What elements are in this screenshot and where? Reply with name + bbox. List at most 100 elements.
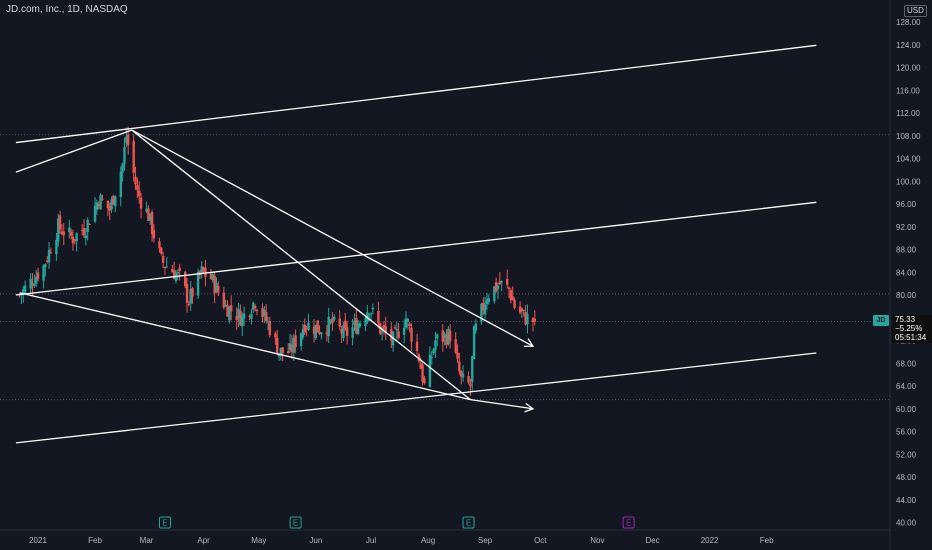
candle — [160, 246, 163, 256]
earnings-icon: E — [158, 516, 171, 529]
candle — [178, 263, 181, 281]
time-tick-label: Feb — [760, 536, 774, 545]
candle — [46, 255, 49, 264]
candle — [49, 247, 53, 255]
candle — [384, 316, 387, 341]
candle — [33, 274, 36, 289]
candle — [149, 213, 152, 225]
candle — [69, 228, 73, 240]
candle — [299, 332, 303, 351]
candle — [474, 319, 478, 334]
candle — [44, 263, 47, 277]
candle — [145, 201, 148, 214]
candle — [176, 269, 180, 280]
candle — [47, 241, 51, 269]
candle — [493, 286, 496, 304]
candle — [31, 273, 34, 296]
candle — [235, 307, 238, 331]
candle — [185, 278, 189, 313]
candle — [436, 333, 439, 347]
candle — [307, 313, 310, 331]
candle — [342, 321, 345, 342]
trendline — [131, 129, 471, 401]
price-tick-label: 56.00 — [896, 428, 917, 437]
price-change: −5.25% — [895, 324, 923, 333]
candle — [86, 217, 89, 241]
candle — [237, 303, 240, 328]
candle — [472, 324, 476, 360]
candle — [288, 333, 292, 353]
candle — [340, 325, 343, 344]
trendlines[interactable] — [15, 44, 817, 444]
candle — [112, 194, 115, 206]
candle — [327, 307, 330, 344]
svg-text:E: E — [162, 519, 167, 528]
candle — [441, 323, 444, 352]
candle — [390, 321, 393, 348]
candles — [18, 126, 536, 396]
candle — [445, 329, 448, 349]
candle — [314, 324, 318, 341]
candle — [97, 201, 100, 210]
candle — [430, 351, 433, 365]
candle — [369, 312, 373, 321]
trendline — [15, 129, 133, 173]
price-tick-label: 112.00 — [896, 109, 920, 118]
candle — [263, 306, 266, 324]
trendline — [15, 352, 817, 444]
candle — [487, 294, 490, 305]
candle — [101, 194, 104, 201]
trendline-arrow — [470, 399, 535, 413]
candle — [119, 166, 122, 207]
candle — [482, 297, 485, 316]
candle — [364, 315, 367, 332]
price-tick-label: 68.00 — [896, 359, 917, 368]
trendline-arrow — [131, 129, 535, 347]
currency-button[interactable]: USD — [904, 5, 927, 17]
candle — [507, 286, 511, 298]
candle — [158, 237, 161, 253]
candle — [303, 318, 306, 336]
candle — [353, 313, 356, 332]
price-tick-label: 124.00 — [896, 41, 921, 50]
candle — [408, 321, 411, 333]
candle — [494, 277, 498, 293]
candle — [42, 264, 45, 289]
candle — [250, 308, 253, 325]
time-tick-label: Jun — [309, 536, 322, 545]
candle — [393, 324, 397, 330]
candle — [139, 192, 143, 219]
candle — [461, 365, 465, 382]
price-tick-label: 40.00 — [896, 519, 917, 528]
candle — [371, 303, 375, 315]
candle — [95, 199, 99, 215]
candle — [123, 137, 126, 171]
candle — [448, 324, 452, 349]
candle — [471, 355, 474, 391]
candle — [191, 286, 194, 304]
price-tick-label: 100.00 — [896, 177, 921, 186]
candle — [242, 306, 246, 326]
candle — [316, 320, 319, 333]
candle — [268, 317, 272, 338]
candle — [215, 277, 218, 293]
candle — [443, 331, 446, 346]
price-axis[interactable]: 40.00 44.00 48.00 52.00 56.00 60.00 64.00 68.00… — [896, 18, 921, 528]
candle — [344, 312, 347, 331]
candle — [60, 224, 64, 236]
price-tick-label: 128.00 — [896, 18, 921, 27]
candle — [114, 195, 117, 213]
candle — [290, 335, 294, 360]
price-tick-label: 48.00 — [896, 473, 917, 482]
candle — [138, 181, 141, 204]
candle — [338, 310, 341, 331]
candle — [377, 301, 380, 329]
candle — [147, 205, 150, 222]
time-axis[interactable]: 2021 Feb Mar Apr May Jun Jul Aug Sep Oct Nov Dec 202… — [29, 536, 774, 545]
earnings-icon: E — [462, 516, 475, 529]
candle — [84, 228, 88, 246]
price-tick-label: 84.00 — [896, 268, 917, 277]
candle — [358, 320, 362, 328]
candle — [108, 202, 111, 221]
